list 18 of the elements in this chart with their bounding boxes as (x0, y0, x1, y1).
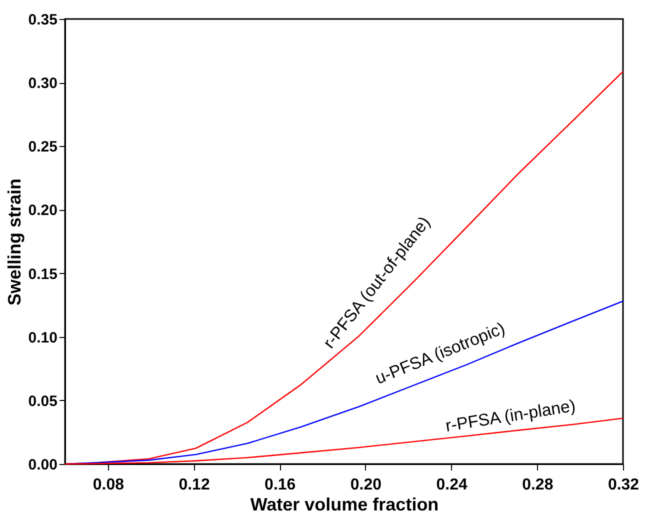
y-tick-label: 0.25 (28, 138, 58, 156)
x-tick-label: 0.32 (608, 476, 640, 494)
text: r-PFSA (in-plane) (444, 396, 577, 436)
y-tick-label: 0.20 (28, 202, 58, 220)
y-tick-label: 0.00 (28, 456, 58, 474)
x-tick-label: 0.24 (436, 476, 468, 494)
y-tick-label: 0.30 (28, 75, 58, 92)
x-tick-label: 0.20 (350, 476, 382, 494)
y-tick-label: 0.35 (28, 12, 58, 28)
x-axis-title: Water volume fraction (250, 494, 439, 514)
x-tick-label: 0.28 (522, 476, 554, 494)
y-tick-label: 0.05 (28, 392, 58, 410)
x-tick-label: 0.16 (264, 476, 296, 494)
y-tick-label: 0.15 (28, 266, 58, 283)
x-tick-label: 0.12 (178, 476, 210, 494)
y-tick-label: 0.10 (28, 329, 58, 346)
x-tick-label: 0.08 (92, 476, 124, 494)
y-axis-title: Swelling strain (4, 178, 24, 306)
